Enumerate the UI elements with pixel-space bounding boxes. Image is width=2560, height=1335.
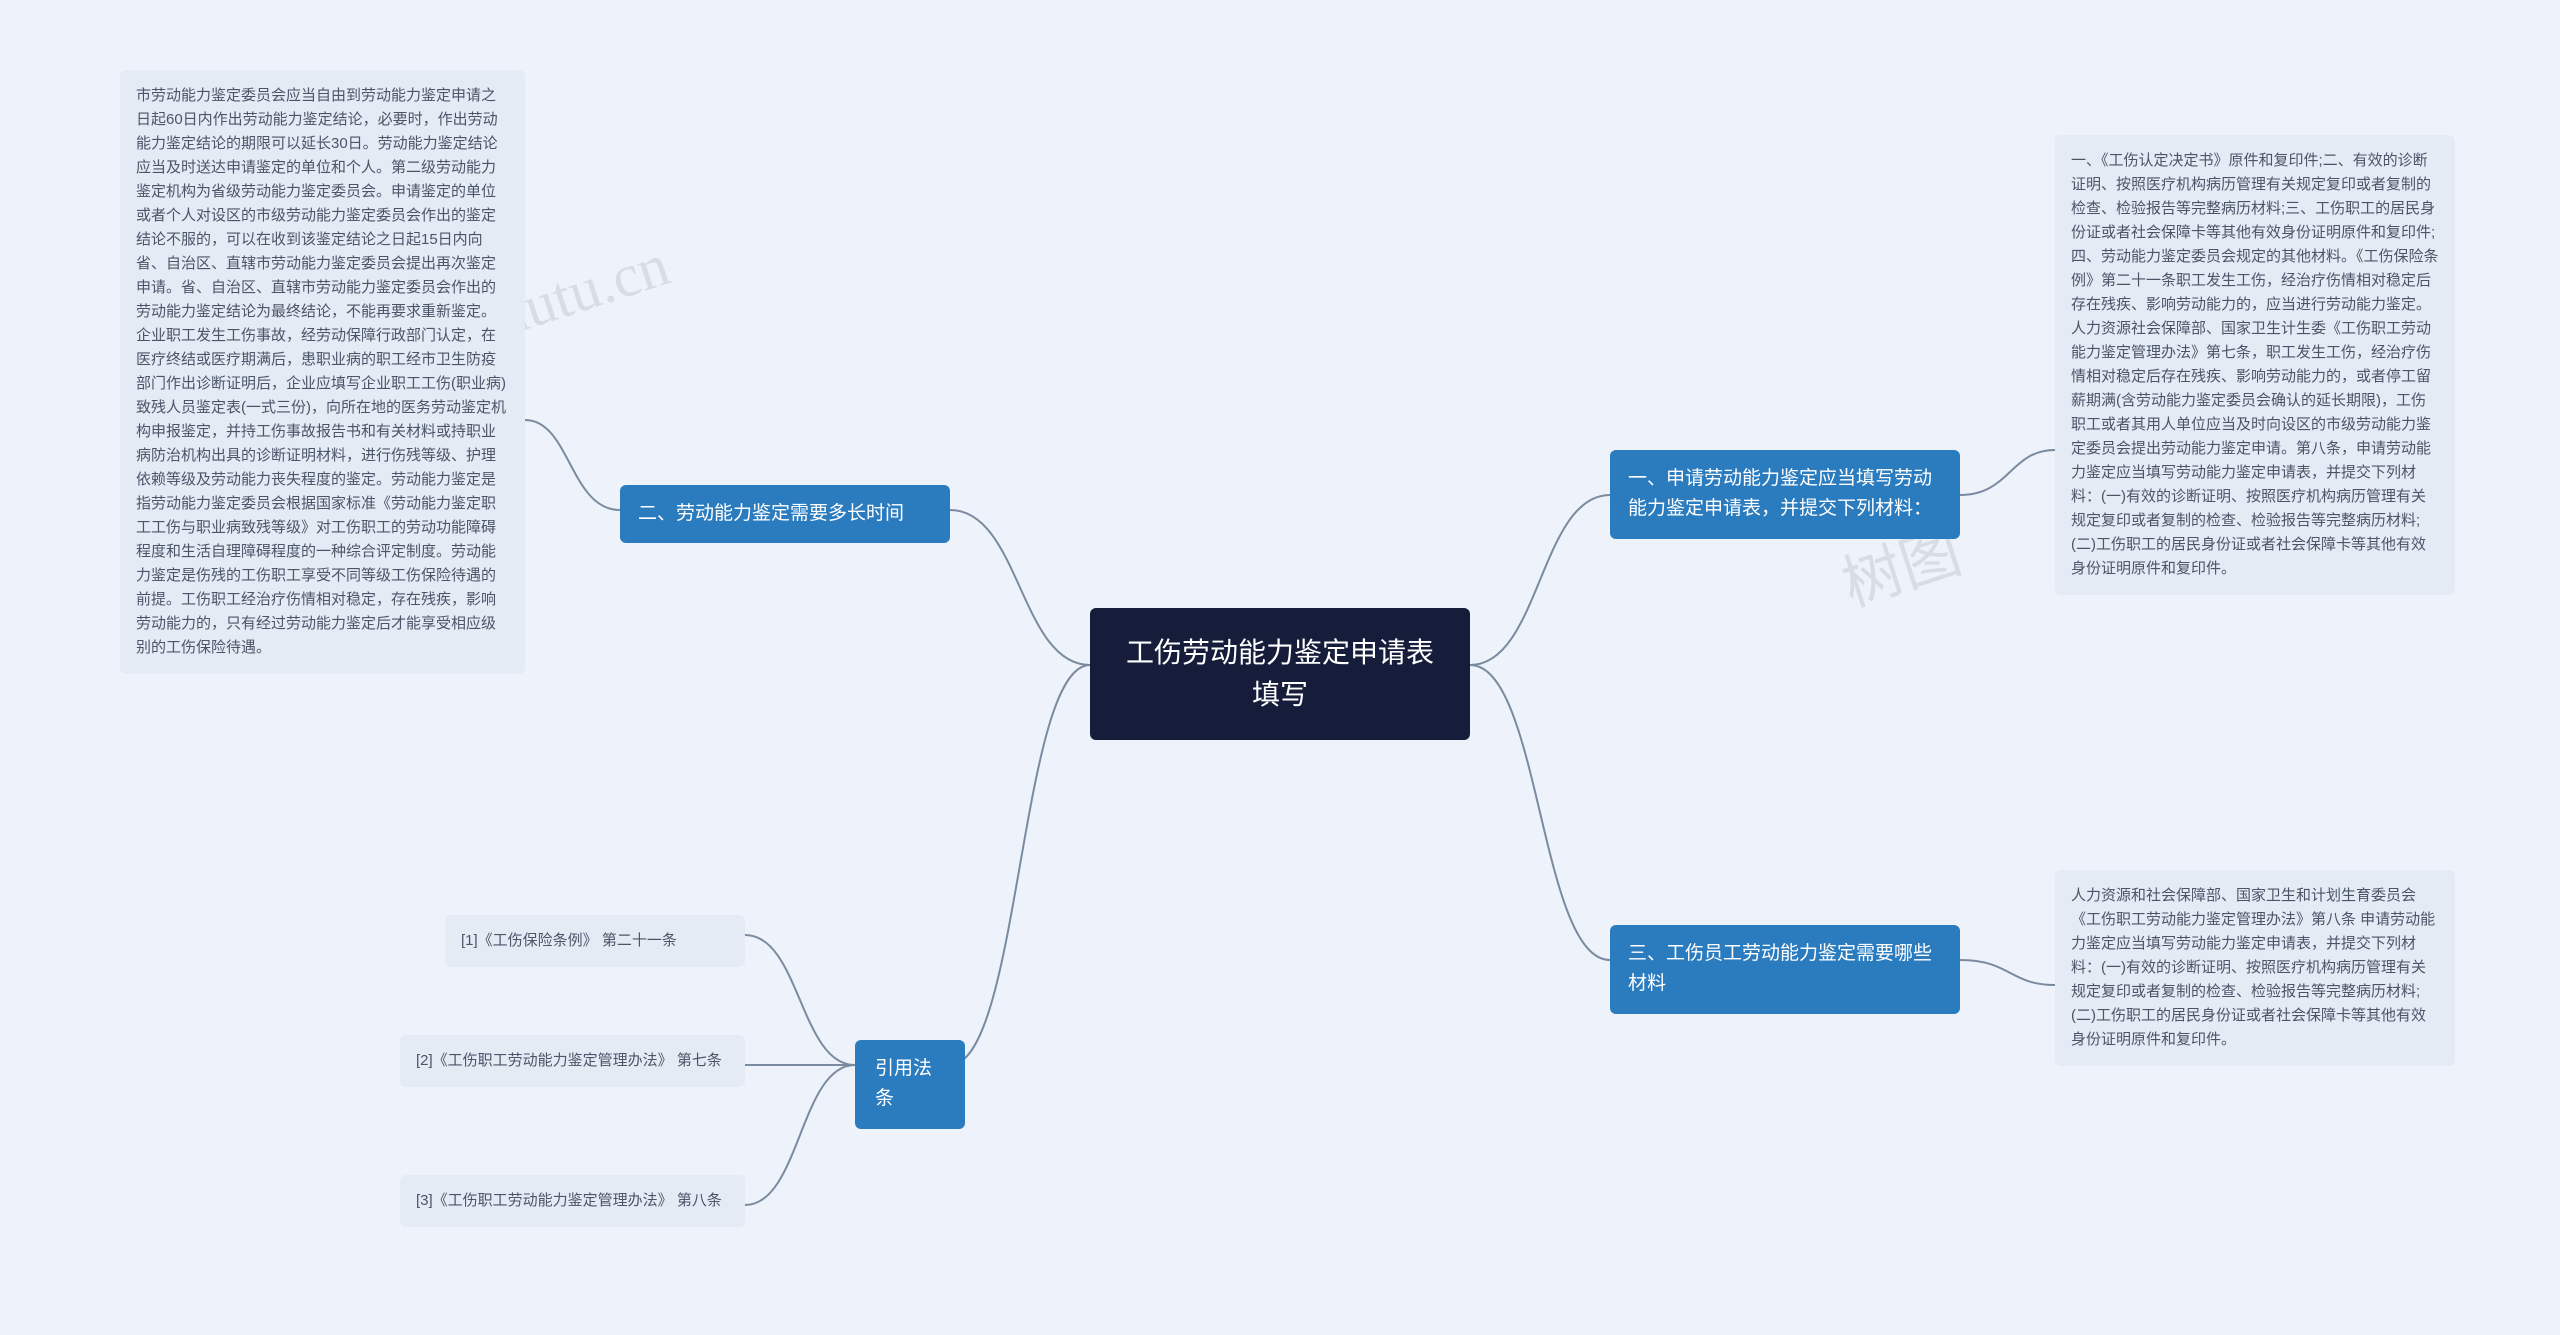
citation-text: [2]《工伤职工劳动能力鉴定管理办法》 第七条 [416, 1052, 722, 1069]
leaf-text: 市劳动能力鉴定委员会应当自由到劳动能力鉴定申请之日起60日内作出劳动能力鉴定结论… [136, 87, 506, 656]
leaf-employee-materials-content: 人力资源和社会保障部、国家卫生和计划生育委员会《工伤职工劳动能力鉴定管理办法》第… [2055, 870, 2455, 1066]
branch-employee-materials: 三、工伤员工劳动能力鉴定需要哪些材料 [1610, 925, 1960, 1014]
leaf-materials-content: 一、《工伤认定决定书》原件和复印件;二、有效的诊断证明、按照医疗机构病历管理有关… [2055, 135, 2455, 595]
mindmap-center: 工伤劳动能力鉴定申请表 填写 [1090, 608, 1470, 740]
citation-item: [2]《工伤职工劳动能力鉴定管理办法》 第七条 [400, 1035, 745, 1087]
leaf-text: 人力资源和社会保障部、国家卫生和计划生育委员会《工伤职工劳动能力鉴定管理办法》第… [2071, 887, 2435, 1048]
branch-label: 一、申请劳动能力鉴定应当填写劳动能力鉴定申请表，并提交下列材料： [1628, 468, 1932, 519]
branch-materials-required: 一、申请劳动能力鉴定应当填写劳动能力鉴定申请表，并提交下列材料： [1610, 450, 1960, 539]
leaf-text: 一、《工伤认定决定书》原件和复印件;二、有效的诊断证明、按照医疗机构病历管理有关… [2071, 152, 2439, 577]
branch-label: 引用法条 [875, 1058, 932, 1109]
citation-item: [3]《工伤职工劳动能力鉴定管理办法》 第八条 [400, 1175, 745, 1227]
citation-text: [3]《工伤职工劳动能力鉴定管理办法》 第八条 [416, 1192, 722, 1209]
center-title: 工伤劳动能力鉴定申请表 填写 [1126, 637, 1434, 710]
leaf-duration-content: 市劳动能力鉴定委员会应当自由到劳动能力鉴定申请之日起60日内作出劳动能力鉴定结论… [120, 70, 525, 674]
branch-label: 三、工伤员工劳动能力鉴定需要哪些材料 [1628, 943, 1932, 994]
branch-label: 二、劳动能力鉴定需要多长时间 [638, 503, 904, 524]
citation-text: [1]《工伤保险条例》 第二十一条 [461, 932, 677, 949]
branch-citations: 引用法条 [855, 1040, 965, 1129]
citation-item: [1]《工伤保险条例》 第二十一条 [445, 915, 745, 967]
branch-duration: 二、劳动能力鉴定需要多长时间 [620, 485, 950, 543]
